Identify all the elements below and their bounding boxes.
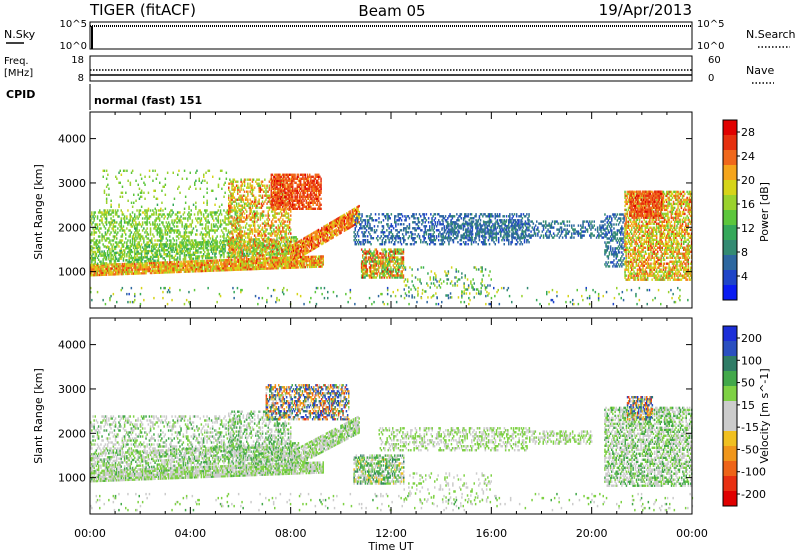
data-cell [106,256,108,258]
data-cell [123,257,125,259]
data-cell [179,254,181,256]
data-cell [174,251,176,253]
data-cell [204,251,206,253]
nsky-label: N.Sky [4,28,36,41]
data-cell [177,256,179,258]
nave-tick-top: 60 [708,55,721,66]
data-cell [215,256,217,258]
data-cell [231,259,233,261]
freq-panel: Freq. [MHz] 18 8 60 0 Nave [4,55,774,84]
data-cell [323,255,325,257]
data-cell [126,253,128,255]
freq-tick-bottom: 8 [78,73,84,84]
data-cell [105,252,107,254]
figure: TIGER (fitACF) Beam 05 19/Apr/2013 N.Sky… [0,0,800,554]
data-cell [177,248,179,250]
data-cell [191,248,193,250]
data-cell [193,258,195,260]
data-cell [159,249,161,251]
nsky-tick-bottom: 10^0 [60,41,87,52]
data-cell [121,247,123,249]
nsearch-tick-top: 10^5 [697,19,724,30]
freq-unit: [MHz] [4,68,33,79]
data-cell [158,255,160,257]
nave-tick-bottom: 0 [708,73,714,84]
nave-label: Nave [746,64,774,77]
freq-label: Freq. [4,56,29,67]
data-cell [169,251,171,253]
data-cell [165,259,167,261]
data-cell [134,249,136,251]
data-cell [132,251,134,253]
data-cell [175,255,177,257]
title-center: Beam 05 [358,2,425,20]
power-panel: 1000200030004000 Slant Range [km] 481216… [32,112,771,308]
data-cell [97,263,99,265]
data-cell [212,257,214,259]
data-cell [298,266,300,268]
data-cell [98,255,100,257]
data-cell [109,248,111,250]
cpid-value: normal (fast) 151 [94,94,202,107]
cpid-panel: CPID normal (fast) 151 [6,84,202,110]
nsky-panel: N.Sky 10^5 10^0 10^5 10^0 N.Search [4,19,796,52]
data-cell [209,253,211,255]
data-cell [113,256,115,258]
data-cell [186,254,188,256]
power-data [90,170,692,306]
nsearch-tick-bottom: 10^0 [697,41,724,52]
nsky-tick-top: 10^5 [60,19,87,30]
nsearch-label: N.Search [746,28,796,41]
cpid-label: CPID [6,88,35,101]
data-cell [106,262,108,264]
freq-tick-top: 18 [71,55,84,66]
data-cell [197,249,199,251]
title-left: TIGER (fitACF) [89,1,196,19]
title-right: 19/Apr/2013 [599,1,692,19]
data-cell [93,247,95,249]
data-cell [198,255,200,257]
data-cell [207,249,209,251]
data-cell [201,251,203,253]
data-cell [203,253,205,255]
data-cell [154,260,156,262]
